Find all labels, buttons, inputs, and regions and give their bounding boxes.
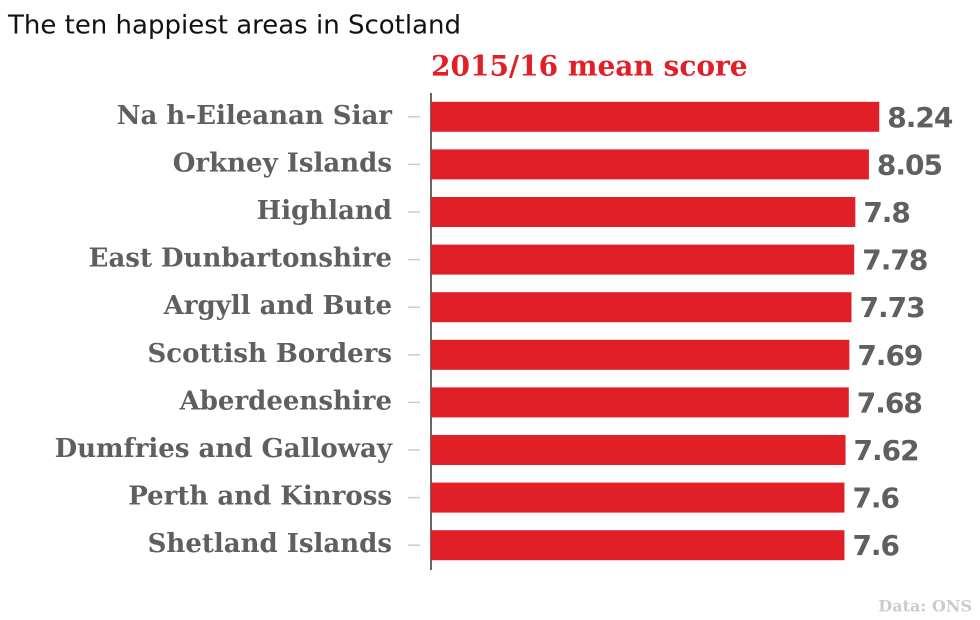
bar <box>431 339 850 370</box>
category-label: Shetland Islands <box>148 529 392 559</box>
category-label: Aberdeenshire <box>179 386 392 416</box>
category-label: Na h-Eileanan Siar <box>117 101 393 131</box>
category-label: Argyll and Bute <box>163 291 392 321</box>
chart-subtitle: 2015/16 mean score <box>431 50 748 83</box>
value-label: 7.62 <box>854 434 919 467</box>
bar <box>431 197 856 227</box>
category-label: Highland <box>257 196 392 226</box>
bar <box>431 482 845 513</box>
chart-title: The ten happiest areas in Scotland <box>7 11 461 41</box>
category-label: East Dunbartonshire <box>89 244 392 274</box>
bar <box>431 387 849 418</box>
value-label: 7.8 <box>863 196 910 229</box>
bar <box>431 435 846 465</box>
bar <box>431 101 880 132</box>
category-label: Orkney Islands <box>173 148 392 178</box>
value-label: 7.73 <box>860 291 925 324</box>
bar <box>431 244 855 275</box>
bar <box>431 530 845 561</box>
category-label: Dumfries and Galloway <box>55 434 393 464</box>
category-label: Perth and Kinross <box>128 482 392 512</box>
value-label: 8.05 <box>877 148 942 181</box>
source: Data: ONS <box>878 597 972 616</box>
value-label: 7.6 <box>852 529 899 562</box>
value-label: 7.78 <box>862 244 927 277</box>
value-label: 7.69 <box>857 339 922 372</box>
value-label: 7.6 <box>852 482 899 515</box>
value-label: 7.68 <box>857 386 922 419</box>
bar <box>431 292 852 323</box>
bar <box>431 149 869 180</box>
category-label: Scottish Borders <box>147 339 392 369</box>
value-label: 8.24 <box>887 101 953 134</box>
